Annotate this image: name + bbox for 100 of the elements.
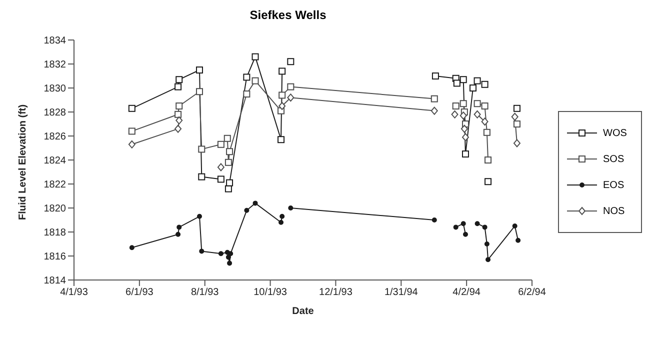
point [280,214,285,219]
point [128,140,136,148]
point [217,140,224,148]
point [287,83,294,90]
point [460,76,467,84]
point [474,221,480,226]
y-tick-label: 1818 [44,228,66,239]
point [199,248,204,254]
point [224,158,232,166]
x-tick-label: 4/2/94 [452,287,481,298]
point [226,254,231,260]
y-tick-label: 1832 [44,60,66,71]
point [460,221,466,226]
point [460,100,467,108]
legend-label: EOS [603,180,624,190]
point [462,150,469,158]
y-tick-label: 1826 [44,132,66,143]
point [226,179,234,186]
point [470,84,477,92]
point [252,77,259,84]
y-tick-label: 1816 [44,252,66,263]
point [462,133,469,142]
legend-label: SOS [603,154,624,164]
point [453,80,460,87]
legend-label: NOS [603,206,625,216]
point [513,120,520,128]
x-tick-label: 10/1/93 [254,287,288,298]
point [129,245,134,250]
point [224,134,231,142]
y-tick-label: 1834 [44,36,66,47]
point [278,220,284,225]
point [451,110,458,118]
point [483,128,490,136]
point [228,251,234,256]
point [217,163,224,172]
y-tick-label: 1822 [44,180,66,191]
point [196,88,203,96]
point [287,58,294,66]
y-tick-label: 1830 [44,84,66,95]
x-tick-label: 1/31/94 [384,287,418,298]
point [226,148,234,156]
point [474,110,481,118]
point [174,83,182,90]
point [482,224,488,230]
point [243,90,250,98]
point [463,232,468,237]
point [453,224,458,230]
point [481,118,488,126]
y-tick-label: 1820 [44,204,66,215]
point [217,176,224,183]
x-tick-label: 6/1/93 [126,287,154,298]
x-axis-title: Date [292,306,314,317]
point [243,74,250,81]
point [474,100,481,108]
point [287,94,294,102]
point [174,110,182,118]
point [481,80,488,88]
point [244,208,250,213]
point [176,76,183,84]
x-tick-label: 4/1/93 [60,287,88,298]
x-tick-label: 6/2/94 [518,287,546,298]
point [481,102,488,110]
point [460,112,467,120]
point [252,53,259,60]
point [430,95,438,102]
y-axis-title: Fluid Level Elevation (ft) [18,104,29,220]
point [513,139,520,148]
point [486,257,491,262]
y-tick-label: 1824 [44,156,66,167]
point [224,185,232,192]
point [511,112,518,121]
point [196,66,203,74]
point [513,104,520,112]
y-tick-label: 1814 [44,276,66,287]
point [196,214,202,219]
y-tick-label: 1828 [44,108,66,119]
point [278,68,286,75]
point [460,124,468,133]
x-tick-label: 8/1/93 [190,287,220,298]
point [227,260,232,266]
point [176,232,181,237]
point [474,77,481,84]
point [484,178,492,186]
point [430,106,438,115]
point [512,224,518,228]
point [198,146,206,153]
chart-title: Siefkes Wells [248,8,328,22]
point [128,128,136,135]
point [218,251,224,256]
point [278,136,285,144]
point [452,102,460,110]
point [252,200,258,206]
point [176,224,182,230]
point [432,218,437,222]
point [432,72,439,80]
point [278,102,286,110]
point [174,124,182,133]
point [128,104,136,112]
point [288,206,294,210]
point [176,102,183,110]
